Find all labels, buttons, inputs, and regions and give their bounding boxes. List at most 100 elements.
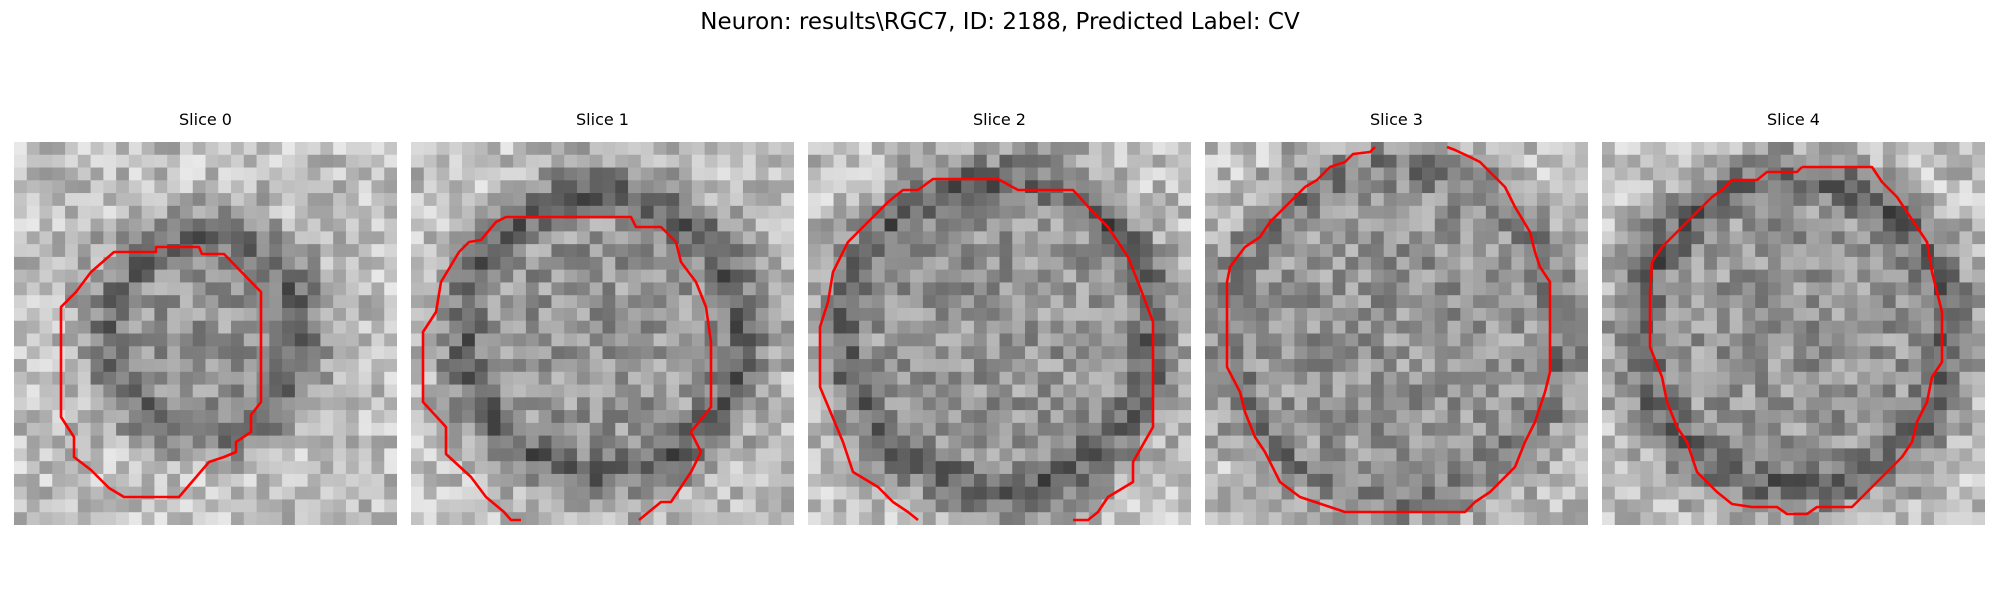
image-pixel	[1205, 384, 1219, 398]
image-pixel	[358, 448, 373, 462]
image-pixel	[1281, 359, 1295, 373]
image-pixel	[1793, 295, 1807, 309]
image-pixel	[487, 142, 501, 156]
image-pixel	[39, 359, 53, 373]
image-pixel	[282, 486, 296, 501]
image-pixel	[1012, 205, 1026, 220]
image-pixel	[141, 154, 156, 169]
image-pixel	[1434, 448, 1449, 462]
image-pixel	[1653, 205, 1667, 220]
image-pixel	[1230, 346, 1244, 360]
image-pixel	[961, 346, 975, 360]
image-pixel	[551, 282, 565, 296]
image-pixel	[973, 422, 988, 437]
image-pixel	[768, 244, 782, 258]
image-pixel	[474, 461, 489, 475]
image-pixel	[52, 231, 66, 245]
image-pixel	[1933, 180, 1948, 194]
image-pixel	[897, 422, 911, 437]
image-pixel	[1256, 180, 1270, 194]
image-pixel	[602, 448, 616, 462]
image-pixel	[179, 422, 194, 437]
image-pixel	[1972, 371, 1985, 386]
image-pixel	[474, 371, 489, 386]
image-pixel	[1076, 333, 1090, 347]
image-pixel	[1575, 473, 1588, 488]
image-pixel	[564, 167, 578, 181]
image-pixel	[1946, 307, 1961, 322]
image-pixel	[525, 295, 540, 309]
image-pixel	[679, 218, 693, 232]
image-pixel	[1370, 461, 1385, 475]
image-pixel	[65, 333, 79, 347]
image-pixel	[1575, 397, 1588, 411]
image-pixel	[1101, 422, 1115, 437]
image-pixel	[1511, 499, 1525, 513]
image-pixel	[859, 486, 873, 501]
image-pixel	[154, 154, 168, 169]
image-pixel	[755, 346, 770, 360]
image-pixel	[39, 371, 53, 386]
image-pixel	[833, 295, 847, 309]
image-pixel	[26, 218, 41, 232]
image-pixel	[192, 154, 207, 169]
image-pixel	[1050, 193, 1064, 207]
image-pixel	[1819, 282, 1833, 296]
image-pixel	[999, 256, 1013, 271]
image-pixel	[449, 295, 463, 309]
image-pixel	[474, 435, 489, 449]
image-pixel	[307, 142, 321, 156]
image-pixel	[1178, 244, 1191, 258]
image-pixel	[1627, 256, 1641, 271]
image-pixel	[333, 295, 347, 309]
image-pixel	[1755, 512, 1769, 525]
image-pixel	[538, 473, 553, 488]
image-pixel	[77, 422, 92, 437]
image-pixel	[1370, 346, 1385, 360]
image-pixel	[1370, 359, 1385, 373]
image-pixel	[1819, 205, 1833, 220]
image-pixel	[1076, 142, 1090, 156]
image-pixel	[1716, 371, 1731, 386]
image-pixel	[1243, 384, 1257, 398]
image-pixel	[999, 205, 1013, 220]
image-pixel	[1665, 307, 1680, 322]
image-pixel	[1602, 346, 1616, 360]
image-pixel	[1831, 346, 1846, 360]
image-pixel	[1050, 167, 1064, 181]
image-pixel	[1409, 346, 1423, 360]
image-pixel	[358, 269, 373, 284]
image-pixel	[1485, 180, 1500, 194]
image-pixel	[1127, 448, 1141, 462]
image-pixel	[1806, 218, 1820, 232]
image-pixel	[884, 397, 898, 411]
image-pixel	[1025, 435, 1039, 449]
image-pixel	[243, 320, 258, 335]
image-pixel	[1870, 435, 1884, 449]
image-pixel	[1396, 333, 1410, 347]
image-pixel	[551, 397, 565, 411]
image-pixel	[846, 180, 860, 194]
image-pixel	[1409, 448, 1423, 462]
image-pixel	[141, 269, 156, 284]
image-pixel	[628, 397, 642, 411]
image-pixel	[371, 435, 385, 449]
image-pixel	[1536, 154, 1551, 169]
image-pixel	[1178, 512, 1191, 525]
image-pixel	[1767, 448, 1782, 462]
image-pixel	[1281, 154, 1295, 169]
image-pixel	[1806, 397, 1820, 411]
image-pixel	[1127, 244, 1141, 258]
image-pixel	[1434, 333, 1449, 347]
image-pixel	[1409, 205, 1423, 220]
image-pixel	[730, 397, 744, 411]
image-pixel	[513, 448, 527, 462]
image-pixel	[973, 473, 988, 488]
image-pixel	[1678, 307, 1692, 322]
image-pixel	[973, 167, 988, 181]
image-pixel	[948, 142, 962, 156]
image-pixel	[1460, 205, 1474, 220]
image-pixel	[602, 218, 616, 232]
image-pixel	[820, 167, 835, 181]
image-pixel	[333, 256, 347, 271]
